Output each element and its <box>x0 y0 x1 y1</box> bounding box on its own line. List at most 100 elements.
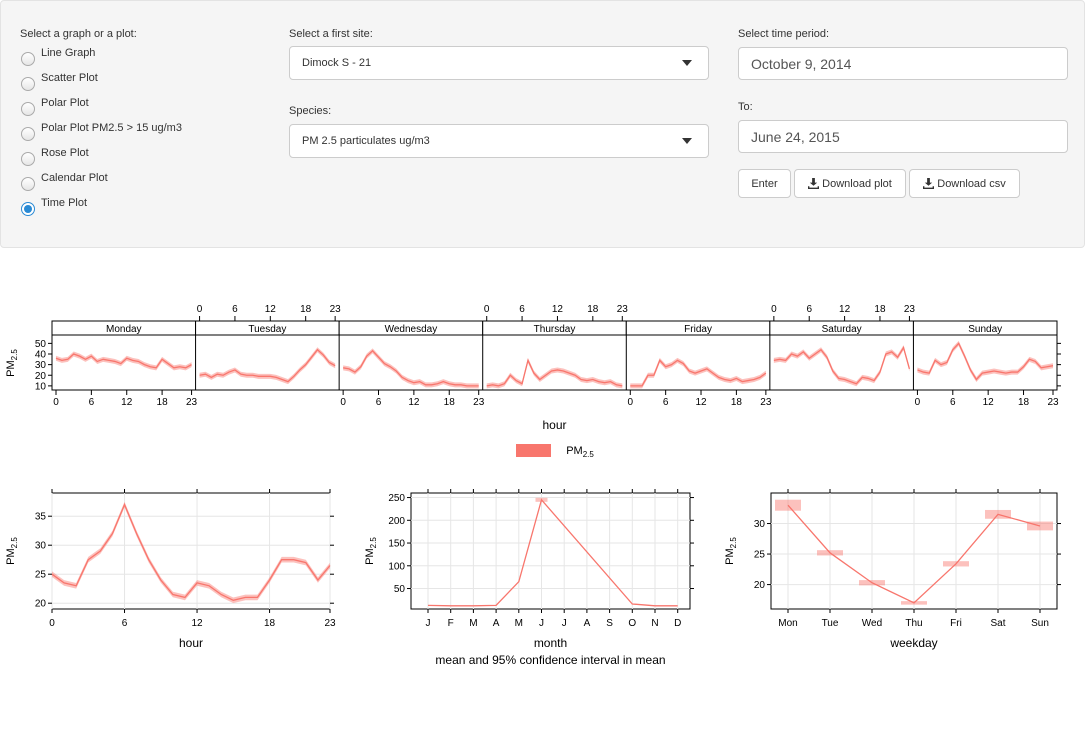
weekday-ci-tue <box>817 550 843 556</box>
x-tick-label: 23 <box>1047 397 1059 408</box>
weekday-x-tick-label: Fri <box>950 618 962 629</box>
x-tick-label: 12 <box>121 397 133 408</box>
hour-panel-y-tick-label: 30 <box>35 541 47 552</box>
month-x-tick-label: M <box>469 618 477 629</box>
species-select[interactable]: PM 2.5 particulates ug/m3 <box>289 124 709 158</box>
site-select[interactable]: Dimock S - 21 <box>289 46 709 80</box>
weekday-x-tick-label: Sat <box>990 618 1005 629</box>
legend-swatch <box>516 444 551 457</box>
hour-panel-y-tick-label: 35 <box>35 512 47 523</box>
hour-x-tick-label: 23 <box>324 618 336 629</box>
species-select-value: PM 2.5 particulates ug/m3 <box>302 135 430 147</box>
x-tick-label: 12 <box>983 397 995 408</box>
month-x-tick-label: D <box>674 618 681 629</box>
enter-button-label: Enter <box>751 177 778 190</box>
radio-label: Polar Plot PM2.5 > 15 ug/m3 <box>41 122 182 134</box>
weekday-ci-sat <box>985 509 1011 519</box>
radio-button[interactable] <box>21 52 35 66</box>
series-monday-line <box>55 353 192 369</box>
site-label: Select a first site: <box>289 28 373 40</box>
site-select-value: Dimock S - 21 <box>302 57 372 69</box>
strip-label-saturday: Saturday <box>822 324 862 335</box>
month-panel-y-tick-label: 100 <box>388 561 405 572</box>
hour-x-tick-label: 0 <box>49 618 55 629</box>
month-x-tick-label: F <box>448 618 454 629</box>
hour-x-tick-label: 18 <box>264 618 276 629</box>
series-sunday-line <box>917 342 1054 381</box>
download-plot-label: Download plot <box>822 177 892 190</box>
month-x-tick-label: A <box>584 618 591 629</box>
strip-label-monday: Monday <box>106 324 142 335</box>
radio-button[interactable] <box>21 77 35 91</box>
month-subtitle: mean and 95% confidence interval in mean <box>435 653 665 667</box>
weekday-x-tick-label: Tue <box>822 618 839 629</box>
legend-label: PM2.5 <box>566 445 594 459</box>
radio-button[interactable] <box>21 177 35 191</box>
enter-button[interactable]: Enter <box>738 169 791 198</box>
download-plot-button[interactable]: Download plot <box>794 169 906 198</box>
radio-label: Calendar Plot <box>41 172 108 184</box>
time-variation-plot: Monday 0 6 12 18 23 Tuesday 0 6 12 18 23 Wednesday 0 6… <box>5 304 1061 667</box>
strip-label-wednesday: Wednesday <box>385 324 438 335</box>
radio-label: Time Plot <box>41 197 88 209</box>
chevron-down-icon <box>682 60 692 66</box>
main-plot-frame <box>51 334 1058 391</box>
series-friday-line <box>630 359 767 387</box>
series-tuesday-line <box>199 348 336 383</box>
x-tick-label: 23 <box>186 397 198 408</box>
weekday-panel-ylabel: PM2.5 <box>724 537 738 565</box>
x-tick-label: 6 <box>663 397 669 408</box>
chevron-down-icon <box>682 138 692 144</box>
radio-button[interactable] <box>21 102 35 116</box>
graph-type-label: Select a graph or a plot: <box>20 28 137 40</box>
month-ci-jun <box>535 497 548 502</box>
month-panel-y-tick-label: 150 <box>388 539 405 550</box>
download-csv-button[interactable]: Download csv <box>909 169 1020 198</box>
x-tick-label: 18 <box>731 397 743 408</box>
hour-panel-y-tick-label: 20 <box>35 599 47 610</box>
y-tick-label: 40 <box>35 350 47 361</box>
end-date-input[interactable]: June 24, 2015 <box>738 120 1068 153</box>
radio-button[interactable] <box>21 127 35 141</box>
month-x-tick-label: J <box>562 618 567 629</box>
radio-button[interactable] <box>21 202 35 216</box>
month-panel-y-tick-label: 200 <box>388 516 405 527</box>
start-date-input[interactable]: October 9, 2014 <box>738 47 1068 80</box>
download-icon <box>923 178 935 189</box>
x-tick-label: 0 <box>53 397 59 408</box>
y-tick-label: 10 <box>35 381 47 392</box>
x-tick-label: 12 <box>408 397 420 408</box>
radio-label: Line Graph <box>41 47 96 59</box>
radio-label: Rose Plot <box>41 147 89 159</box>
x-tick-label: 6 <box>232 304 238 315</box>
x-tick-label: 18 <box>444 397 456 408</box>
weekday-series-line <box>787 504 1041 604</box>
y-tick-label: 50 <box>35 339 47 350</box>
radio-button[interactable] <box>21 152 35 166</box>
month-panel-y-tick-label: 50 <box>394 584 406 595</box>
weekday-ci-fri <box>943 561 969 567</box>
x-tick-label: 0 <box>340 397 346 408</box>
weekday-x-tick-label: Thu <box>905 618 922 629</box>
month-x-tick-label: O <box>628 618 636 629</box>
species-label: Species: <box>289 105 332 117</box>
hour-x-tick-label: 12 <box>191 618 203 629</box>
x-tick-label: 18 <box>157 397 169 408</box>
series-wednesday-ci <box>343 348 479 389</box>
x-tick-label: 23 <box>904 304 916 315</box>
hour-series-line <box>51 502 331 601</box>
weekday-panel-y-tick-label: 30 <box>754 519 766 530</box>
x-tick-label: 6 <box>89 397 95 408</box>
x-tick-label: 12 <box>552 304 564 315</box>
month-panel-xlabel: month <box>534 636 567 650</box>
download-icon <box>808 178 820 189</box>
strip-label-thursday: Thursday <box>534 324 576 335</box>
radio-label: Polar Plot <box>41 97 89 109</box>
weekday-ci-thu <box>901 601 927 605</box>
weekday-ci-mon <box>775 499 801 511</box>
x-tick-label: 6 <box>519 304 525 315</box>
series-saturday-line <box>773 346 911 385</box>
x-tick-label: 0 <box>197 304 203 315</box>
y-tick-label: 20 <box>35 371 47 382</box>
hour-panel-y-tick-label: 25 <box>35 570 47 581</box>
